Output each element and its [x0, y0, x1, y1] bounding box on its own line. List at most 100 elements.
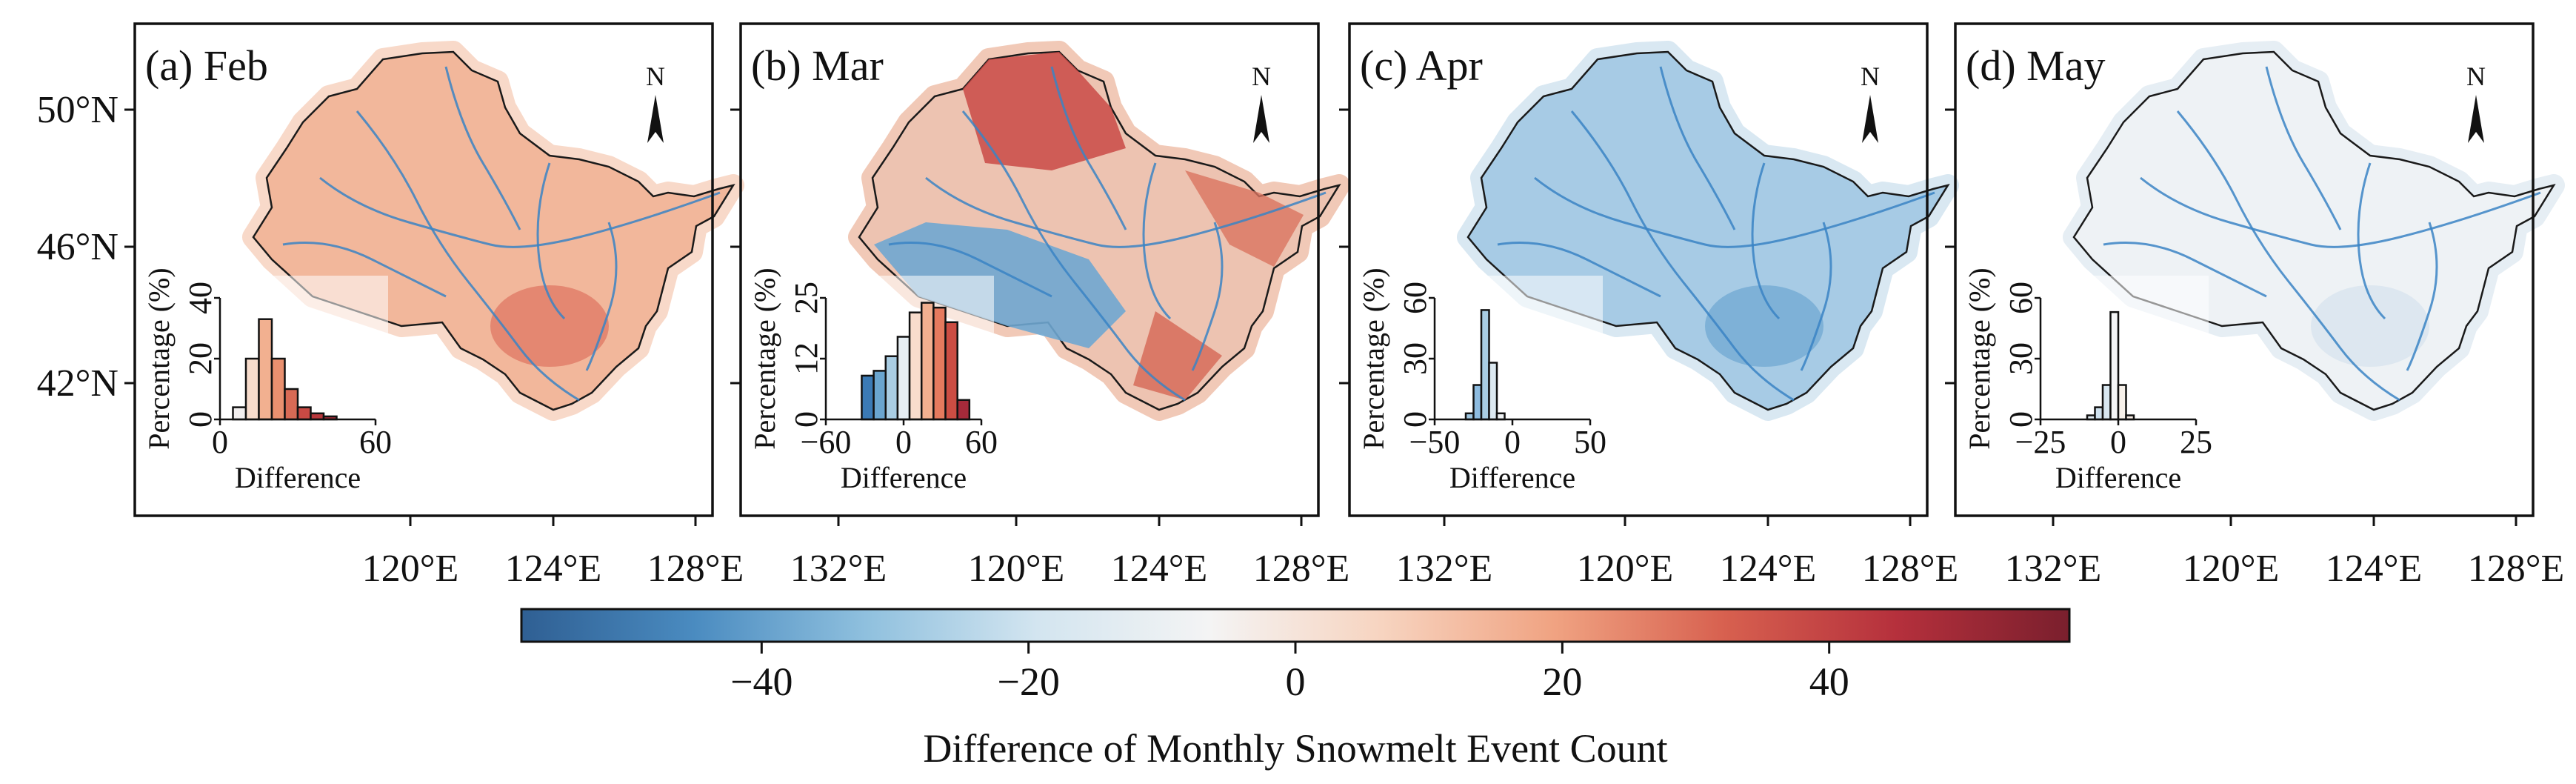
histogram-bar [2117, 384, 2127, 421]
colorbar-tick-label: 40 [1809, 660, 1849, 704]
histogram-x-tick-label: −60 [801, 424, 852, 460]
map-coldspot-south [874, 222, 1126, 348]
north-arrow-icon [1862, 95, 1878, 143]
colorbar-label: Difference of Monthly Snowmelt Event Cou… [923, 726, 1667, 771]
histogram-x-tick-label: 60 [965, 424, 998, 460]
panel-1: (a) Feb N 120°E 124°E 128°E 132°E 50°N 46°N 42°N… [37, 22, 887, 590]
lon-tick-label: 132°E [1396, 548, 1493, 590]
lon-tick-label: 132°E [790, 548, 887, 590]
lon-tick-label: 120°E [968, 548, 1065, 590]
histogram-bar [908, 311, 923, 421]
north-arrow-icon [647, 95, 664, 143]
histogram-x-label: Difference [235, 461, 361, 494]
north-label: N [646, 62, 665, 91]
lon-tick-label: 124°E [1111, 548, 1208, 590]
panel-4: (d) MayN120°E124°E128°E132°E03060−25025P… [1945, 22, 2565, 590]
lon-tick-label: 124°E [2326, 548, 2423, 590]
north-arrow-icon [2468, 95, 2484, 143]
river-line [585, 222, 618, 371]
histogram-x-tick-label: −50 [1409, 424, 1461, 460]
colorbar-bar [520, 608, 2071, 643]
map-hotspot [1705, 285, 1823, 367]
histogram-bar [932, 306, 947, 421]
river-line [925, 176, 1327, 248]
histogram-y-label: Percentage (%) [1963, 268, 1996, 449]
lon-tick-label: 128°E [2468, 548, 2565, 590]
histogram-x-tick-label: 50 [1574, 424, 1606, 460]
lon-tick-label: 120°E [1577, 548, 1674, 590]
histogram-y-tick-label: 60 [1397, 282, 1433, 314]
colorbar: −40 −20 0 20 40 Difference of Monthly Snowme… [520, 608, 2071, 771]
histogram-x-tick-label: 60 [359, 424, 392, 460]
histogram-x-tick-label: 0 [212, 424, 228, 460]
histogram-x-tick-label: −25 [2015, 424, 2066, 460]
map-region-group [848, 41, 1350, 421]
histogram-y-tick-label: 40 [182, 282, 218, 314]
histogram-bar [270, 357, 286, 421]
river-line [319, 176, 721, 248]
lon-tick-label: 132°E [2005, 548, 2102, 590]
river-line [1497, 242, 1661, 298]
histogram-y-tick-label: 25 [788, 282, 824, 314]
histogram-x-tick-label: 25 [2180, 424, 2212, 460]
histogram-x-tick-label: 0 [2110, 424, 2126, 460]
inset-histogram: 0 20 40 0 60 Percentage (%) Difference [142, 268, 392, 495]
map-hotspot-north [963, 52, 1126, 170]
panel-title: (d) May [1966, 41, 2105, 90]
lon-tick-label: 124°E [505, 548, 602, 590]
histogram-y-tick-label: 60 [2003, 282, 2039, 314]
lon-tick-label: 128°E [1253, 548, 1350, 590]
panel-frame [133, 22, 714, 517]
lon-tick-label: 120°E [2183, 548, 2280, 590]
river-line [444, 66, 521, 230]
river-line [1534, 176, 1935, 248]
river-line [2265, 66, 2342, 230]
river-line [1191, 222, 1224, 371]
histogram-x-tick-label: 0 [895, 424, 912, 460]
river-line [536, 162, 566, 320]
map-hotspot [2311, 285, 2429, 367]
histogram-bar [232, 406, 247, 421]
map-region-group [242, 41, 744, 421]
histogram-bar [1480, 309, 1490, 421]
river-line [1800, 222, 1832, 371]
river-line [1751, 162, 1781, 320]
histogram-y-tick-label: 30 [1397, 342, 1433, 375]
map-hotspot-east [1185, 170, 1304, 267]
river-line [282, 242, 447, 298]
river-line [888, 242, 1052, 298]
colorbar-tick-label: −40 [730, 660, 793, 704]
map-region-group [2063, 41, 2565, 421]
map-region-group [1457, 41, 1959, 421]
histogram-bar [2094, 406, 2104, 421]
histogram-y-tick-label: 0 [2003, 411, 2039, 428]
lon-tick-label: 128°E [647, 548, 744, 590]
histogram-x-label: Difference [841, 461, 967, 494]
river-line [2176, 110, 2400, 402]
lat-tick-label: 50°N [37, 89, 119, 131]
histogram-y-label: Percentage (%) [1357, 268, 1390, 449]
lon-tick-label: 128°E [1862, 548, 1959, 590]
river-line [2357, 162, 2386, 320]
colorbar-tick-label: 20 [1542, 660, 1582, 704]
lat-tick-label: 42°N [37, 362, 119, 405]
histogram-y-tick-label: 0 [788, 411, 824, 428]
river-line [961, 110, 1186, 402]
histogram-bar [956, 399, 971, 421]
lat-tick-label: 46°N [37, 226, 119, 268]
histogram-y-tick-label: 0 [182, 411, 218, 428]
river-line [2406, 222, 2438, 371]
histogram-bar [244, 357, 260, 421]
lon-tick-label: 120°E [362, 548, 459, 590]
histogram-y-tick-label: 30 [2003, 342, 2039, 375]
colorbar-tick-label: −20 [997, 660, 1059, 704]
histogram-bar [296, 406, 312, 421]
histogram-y-tick-label: 20 [182, 342, 218, 375]
histogram-bar [2101, 384, 2112, 421]
histogram-bar [2109, 310, 2120, 421]
histogram-bar [944, 321, 958, 421]
